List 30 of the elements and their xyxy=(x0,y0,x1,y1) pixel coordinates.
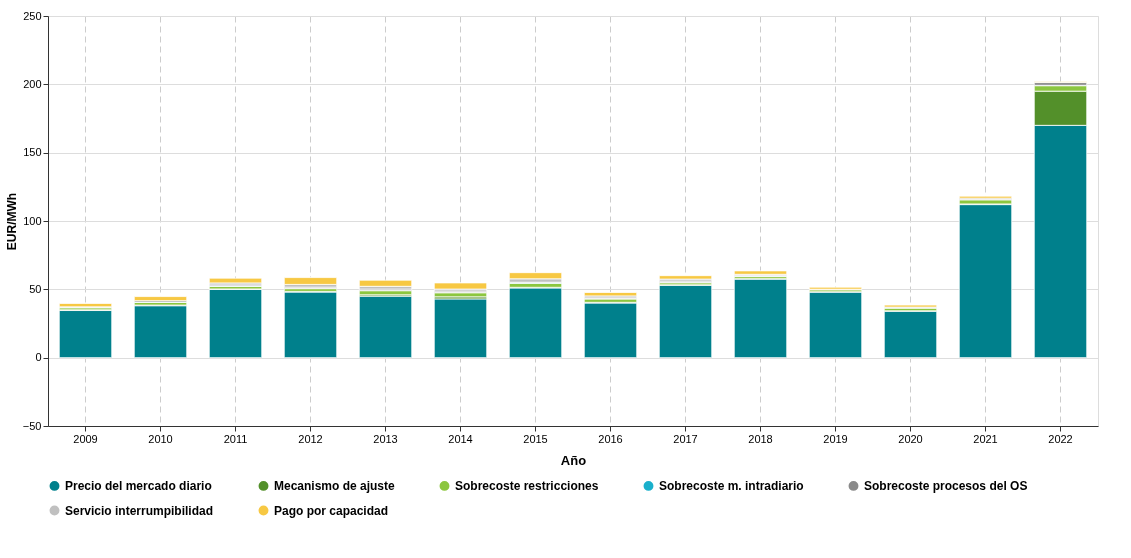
x-tick-label: 2021 xyxy=(973,432,998,445)
y-tick-label: −50 xyxy=(22,419,42,432)
x-tick-label: 2009 xyxy=(73,432,98,445)
x-tick-label: 2011 xyxy=(223,432,248,445)
x-tick-label: 2015 xyxy=(523,432,548,445)
x-tick-label: 2017 xyxy=(673,432,698,445)
x-tick-label: 2020 xyxy=(898,432,923,445)
legend-label: Mecanismo de ajuste xyxy=(274,478,396,493)
y-axis-title: EUR/MWh xyxy=(4,192,19,251)
y-tick-label: 250 xyxy=(23,9,42,22)
legend-label: Sobrecoste restricciones xyxy=(455,478,599,493)
legend-label: Precio del mercado diario xyxy=(65,478,212,493)
x-tick-label: 2016 xyxy=(598,432,623,445)
x-tick-label: 2014 xyxy=(448,432,473,445)
y-tick-label: 150 xyxy=(23,146,42,159)
y-tick-label: 0 xyxy=(35,351,42,364)
x-tick-label: 2013 xyxy=(373,432,398,445)
x-axis-title: Año xyxy=(560,452,587,468)
legend-label: Servicio interrumpibilidad xyxy=(65,503,214,518)
legend-label: Pago por capacidad xyxy=(274,503,389,518)
x-tick-label: 2022 xyxy=(1048,432,1073,445)
y-tick-label: 200 xyxy=(23,77,42,90)
y-tick-label: 100 xyxy=(23,214,42,227)
x-tick-label: 2012 xyxy=(298,432,323,445)
legend-label: Sobrecoste procesos del OS xyxy=(864,478,1028,493)
legend-label: Sobrecoste m. intradiario xyxy=(659,478,804,493)
x-tick-label: 2010 xyxy=(148,432,173,445)
x-tick-label: 2018 xyxy=(748,432,773,445)
y-tick-label: 50 xyxy=(29,282,42,295)
x-tick-label: 2019 xyxy=(823,432,848,445)
